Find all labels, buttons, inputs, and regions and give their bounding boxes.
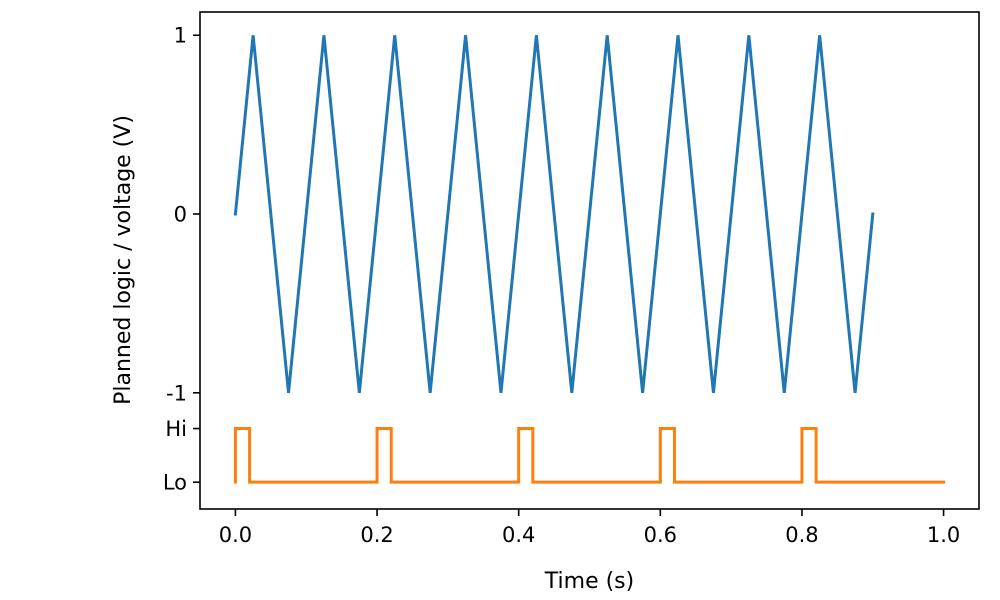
- series-line-2: [233, 427, 946, 484]
- x-axis-label: Time (s): [544, 569, 634, 594]
- y-tick-label: Lo: [163, 471, 187, 495]
- x-tick-label: 0.2: [360, 523, 393, 547]
- y-axis-ticks: 1 0 -1 Hi Lo: [163, 24, 200, 495]
- x-tick-label: 0.6: [644, 523, 677, 547]
- series-line-1: [233, 35, 875, 393]
- y-tick-label: 1: [174, 24, 187, 48]
- y-tick-label: Hi: [165, 417, 187, 441]
- plot-lines: [233, 35, 946, 484]
- x-tick-label: 0.8: [785, 523, 818, 547]
- plot-frame: [199, 11, 980, 510]
- y-tick-label: 0: [174, 203, 187, 227]
- x-axis-ticks: 0.0 0.2 0.4 0.6 0.8 1.0: [219, 509, 960, 547]
- x-tick-label: 0.0: [219, 523, 252, 547]
- y-axis-label: Planned logic / voltage (V): [111, 115, 136, 405]
- y-tick-label: -1: [166, 381, 187, 405]
- x-tick-label: 1.0: [927, 523, 960, 547]
- x-tick-label: 0.4: [502, 523, 535, 547]
